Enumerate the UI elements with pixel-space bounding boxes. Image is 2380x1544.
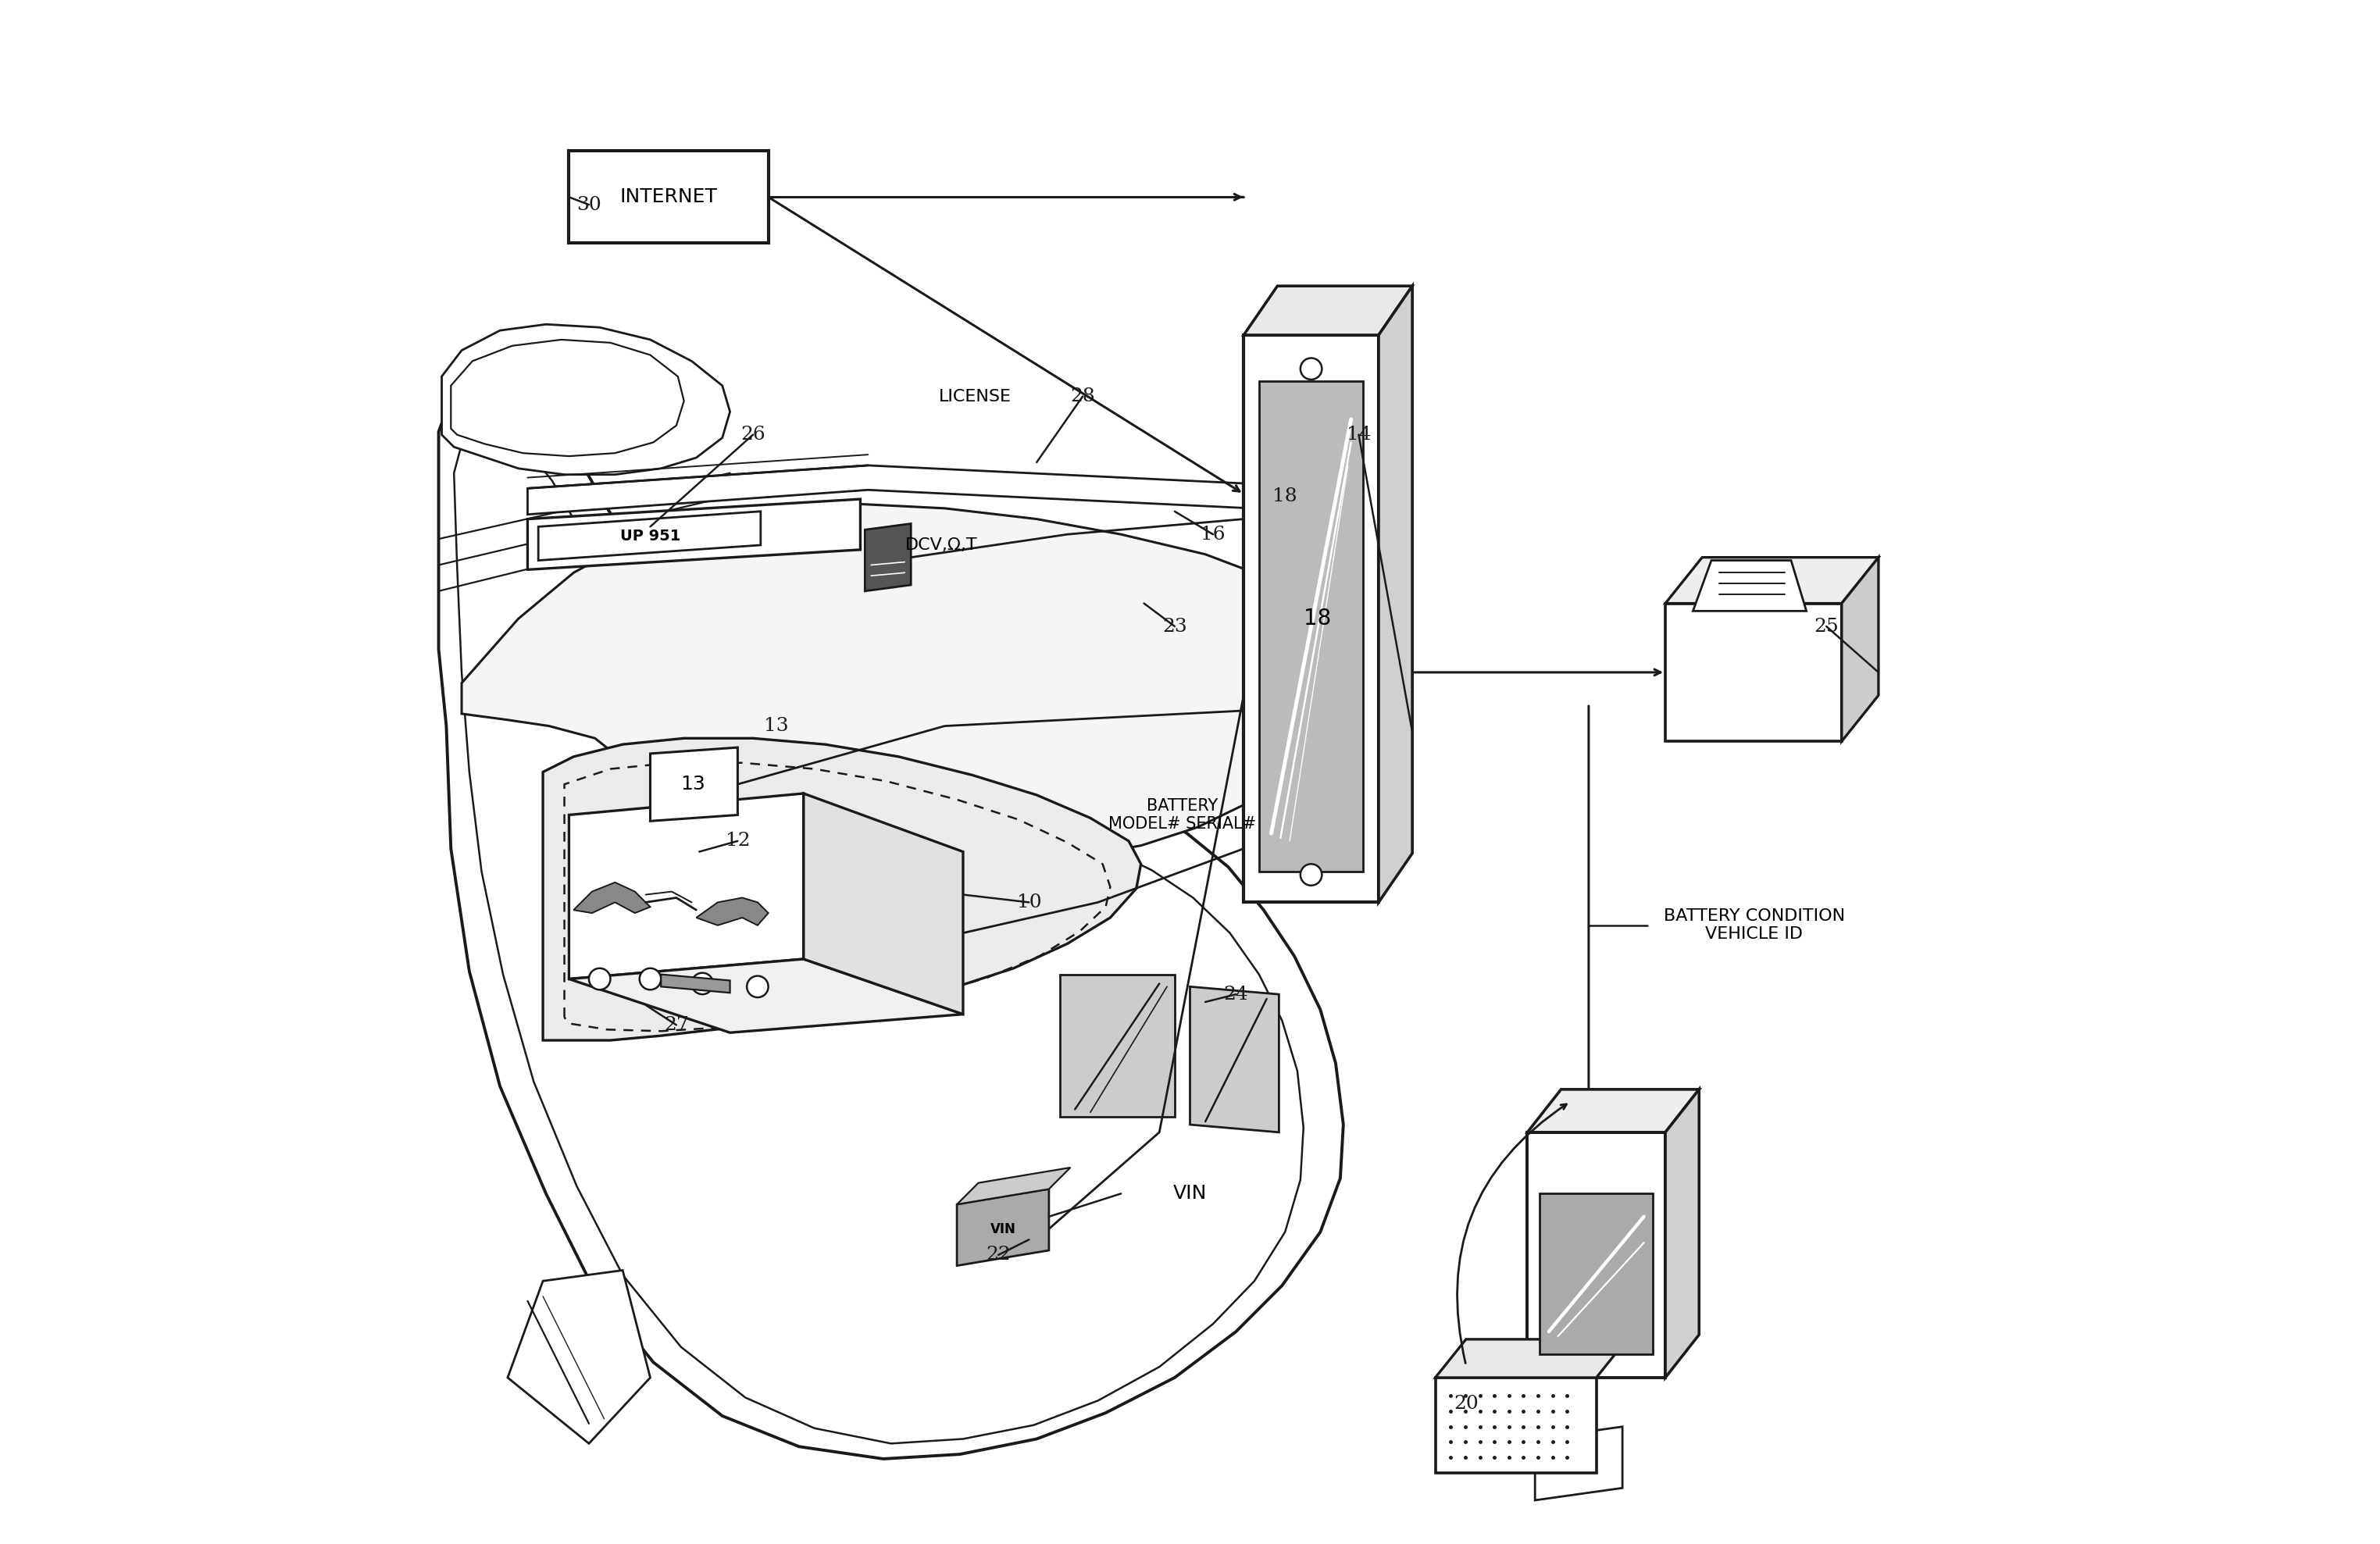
Polygon shape bbox=[697, 897, 769, 925]
Polygon shape bbox=[1435, 1377, 1597, 1473]
Polygon shape bbox=[1059, 974, 1176, 1116]
Text: 28: 28 bbox=[1071, 388, 1095, 406]
Circle shape bbox=[1299, 865, 1321, 885]
Circle shape bbox=[693, 973, 714, 994]
Text: 22: 22 bbox=[985, 1246, 1012, 1265]
Text: BATTERY CONDITION
VEHICLE ID: BATTERY CONDITION VEHICLE ID bbox=[1664, 908, 1845, 942]
Text: 25: 25 bbox=[1814, 618, 1840, 635]
Polygon shape bbox=[528, 465, 1252, 514]
Polygon shape bbox=[1535, 1427, 1623, 1501]
Polygon shape bbox=[650, 747, 738, 821]
Polygon shape bbox=[569, 794, 804, 979]
Polygon shape bbox=[455, 435, 1304, 1444]
Text: 27: 27 bbox=[664, 1016, 688, 1034]
Text: 18: 18 bbox=[1273, 486, 1297, 505]
Polygon shape bbox=[1259, 381, 1364, 872]
Polygon shape bbox=[538, 511, 762, 560]
Polygon shape bbox=[450, 340, 683, 455]
Circle shape bbox=[640, 968, 662, 990]
Circle shape bbox=[747, 976, 769, 997]
Polygon shape bbox=[574, 882, 650, 913]
Text: 24: 24 bbox=[1223, 985, 1250, 1004]
Text: 13: 13 bbox=[681, 775, 704, 794]
Polygon shape bbox=[543, 738, 1140, 1041]
Text: UP 951: UP 951 bbox=[621, 528, 681, 543]
Text: 13: 13 bbox=[764, 716, 788, 735]
Polygon shape bbox=[1245, 286, 1411, 335]
Polygon shape bbox=[864, 523, 912, 591]
Circle shape bbox=[1299, 358, 1321, 380]
Text: BATTERY
MODEL# SERIAL#: BATTERY MODEL# SERIAL# bbox=[1109, 798, 1257, 832]
Polygon shape bbox=[507, 1271, 650, 1444]
Polygon shape bbox=[1245, 335, 1378, 902]
Polygon shape bbox=[1528, 1132, 1666, 1377]
Text: DCV,Ω,T: DCV,Ω,T bbox=[904, 537, 978, 553]
Polygon shape bbox=[1666, 1090, 1699, 1377]
Text: 26: 26 bbox=[740, 426, 766, 443]
Text: 12: 12 bbox=[726, 832, 750, 851]
Polygon shape bbox=[1528, 1090, 1699, 1132]
Text: VIN: VIN bbox=[1173, 1184, 1207, 1203]
Polygon shape bbox=[1190, 987, 1278, 1132]
Polygon shape bbox=[528, 499, 859, 570]
Text: LICENSE: LICENSE bbox=[940, 389, 1012, 405]
Polygon shape bbox=[1378, 286, 1411, 902]
Polygon shape bbox=[462, 503, 1349, 862]
Polygon shape bbox=[804, 794, 964, 1014]
Text: 14: 14 bbox=[1347, 426, 1371, 443]
Polygon shape bbox=[569, 151, 769, 242]
Polygon shape bbox=[438, 392, 1342, 1459]
Polygon shape bbox=[443, 324, 731, 474]
Polygon shape bbox=[957, 1189, 1050, 1266]
Text: 16: 16 bbox=[1200, 525, 1226, 543]
Polygon shape bbox=[662, 974, 731, 993]
Text: VIN: VIN bbox=[990, 1221, 1016, 1235]
Text: 10: 10 bbox=[1016, 894, 1042, 911]
Polygon shape bbox=[1435, 1339, 1628, 1377]
Text: 20: 20 bbox=[1454, 1394, 1478, 1413]
Polygon shape bbox=[1842, 557, 1878, 741]
Polygon shape bbox=[1666, 604, 1842, 741]
Polygon shape bbox=[1540, 1194, 1654, 1354]
Text: 18: 18 bbox=[1304, 608, 1330, 630]
Polygon shape bbox=[957, 1167, 1071, 1204]
Text: INTERNET: INTERNET bbox=[619, 188, 716, 207]
Text: 23: 23 bbox=[1161, 618, 1188, 635]
Polygon shape bbox=[569, 959, 964, 1033]
Text: 30: 30 bbox=[576, 196, 602, 213]
Circle shape bbox=[588, 968, 609, 990]
Polygon shape bbox=[1692, 560, 1806, 611]
Polygon shape bbox=[1666, 557, 1878, 604]
